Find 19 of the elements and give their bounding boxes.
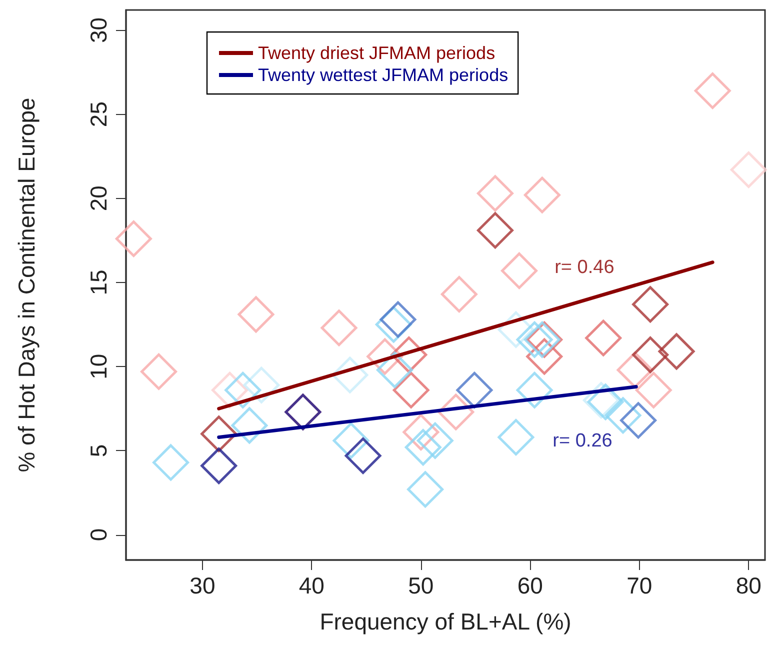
x-tick-label: 50	[408, 572, 434, 598]
annotation: r= 0.46	[554, 256, 614, 278]
y-axis-title: % of Hot Days in Continental Europe	[14, 98, 40, 472]
x-axis-title: Frequency of BL+AL (%)	[320, 608, 572, 634]
y-tick-label: 10	[86, 354, 112, 380]
x-tick-label: 40	[298, 572, 324, 598]
x-tick-label: 30	[190, 572, 216, 598]
x-tick-label: 60	[517, 572, 543, 598]
y-tick-label: 30	[86, 17, 112, 43]
y-tick-label: 0	[86, 528, 112, 542]
y-tick-label: 20	[86, 186, 112, 212]
y-tick-label: 15	[86, 270, 112, 296]
y-tick-label: 25	[86, 101, 112, 128]
x-tick-label: 70	[626, 572, 652, 598]
x-tick-label: 80	[736, 572, 762, 598]
legend-label: Twenty driest JFMAM periods	[258, 43, 496, 63]
y-tick-label: 5	[86, 444, 112, 458]
annotation: r= 0.26	[552, 430, 612, 452]
legend-label: Twenty wettest JFMAM periods	[258, 65, 508, 85]
